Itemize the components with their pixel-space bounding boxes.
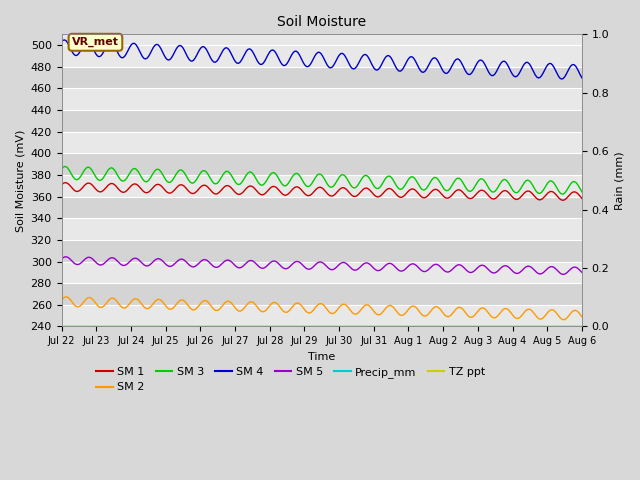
Bar bbox=[61, 175, 582, 197]
Bar bbox=[61, 88, 582, 110]
Bar bbox=[61, 262, 582, 283]
Bar bbox=[61, 305, 582, 326]
Bar bbox=[61, 110, 582, 132]
X-axis label: Time: Time bbox=[308, 352, 335, 362]
Legend: SM 1, SM 2, SM 3, SM 4, SM 5, Precip_mm, TZ ppt: SM 1, SM 2, SM 3, SM 4, SM 5, Precip_mm,… bbox=[92, 362, 490, 397]
Text: VR_met: VR_met bbox=[72, 37, 119, 48]
Y-axis label: Soil Moisture (mV): Soil Moisture (mV) bbox=[15, 129, 25, 231]
Bar bbox=[61, 197, 582, 218]
Bar bbox=[61, 218, 582, 240]
Bar bbox=[61, 45, 582, 67]
Bar bbox=[61, 283, 582, 305]
Bar bbox=[61, 67, 582, 88]
Y-axis label: Rain (mm): Rain (mm) bbox=[615, 151, 625, 210]
Title: Soil Moisture: Soil Moisture bbox=[277, 15, 366, 29]
Bar bbox=[61, 240, 582, 262]
Bar bbox=[61, 153, 582, 175]
Bar bbox=[61, 132, 582, 153]
